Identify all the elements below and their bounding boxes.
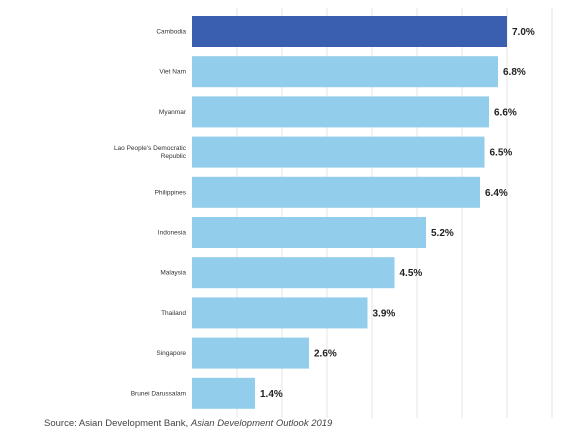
value-labels: 7.0% 6.8% 6.6% 6.5% 6.4% 5.2% 4.5% 3.9% 2.6% 1.4% [260, 27, 535, 400]
value-label: 6.6% [494, 107, 517, 118]
value-label: 6.4% [485, 188, 508, 199]
bar [192, 257, 395, 289]
bars [192, 16, 507, 409]
value-label: 1.4% [260, 389, 283, 400]
bar [192, 297, 368, 329]
value-label: 5.2% [431, 228, 454, 239]
source-title: Asian Development Outlook 2019 [190, 418, 333, 429]
category-label: Philippines [155, 189, 187, 196]
bar [192, 217, 426, 248]
bar [192, 176, 480, 208]
value-label: 4.5% [400, 268, 423, 279]
value-label: 2.6% [314, 349, 337, 360]
bar [192, 136, 485, 168]
value-label: 3.9% [373, 308, 396, 319]
bar [192, 56, 498, 88]
category-label: Viet Nam [159, 69, 186, 76]
category-label: Lao People's Democratic Republic [114, 145, 187, 160]
value-label: 7.0% [512, 27, 535, 38]
value-label: 6.5% [490, 148, 513, 159]
category-label: Myanmar [159, 109, 187, 116]
source-note: Source: Asian Development Bank, Asian De… [44, 418, 332, 429]
source-prefix: Source: Asian Development Bank, [44, 418, 189, 429]
category-labels: Cambodia Viet Nam Myanmar Lao People's Demo… [114, 29, 187, 398]
category-label: Indonesia [158, 230, 187, 237]
bar [192, 96, 489, 128]
bar [192, 16, 507, 47]
category-label: Cambodia [156, 29, 186, 36]
category-label: Brunei Darussalam [131, 390, 186, 397]
category-label: Malaysia [160, 270, 186, 277]
category-label: Singapore [156, 350, 186, 357]
bar [192, 337, 309, 369]
value-label: 6.8% [503, 67, 526, 78]
bar [192, 377, 255, 409]
category-label: Thailand [161, 310, 186, 317]
